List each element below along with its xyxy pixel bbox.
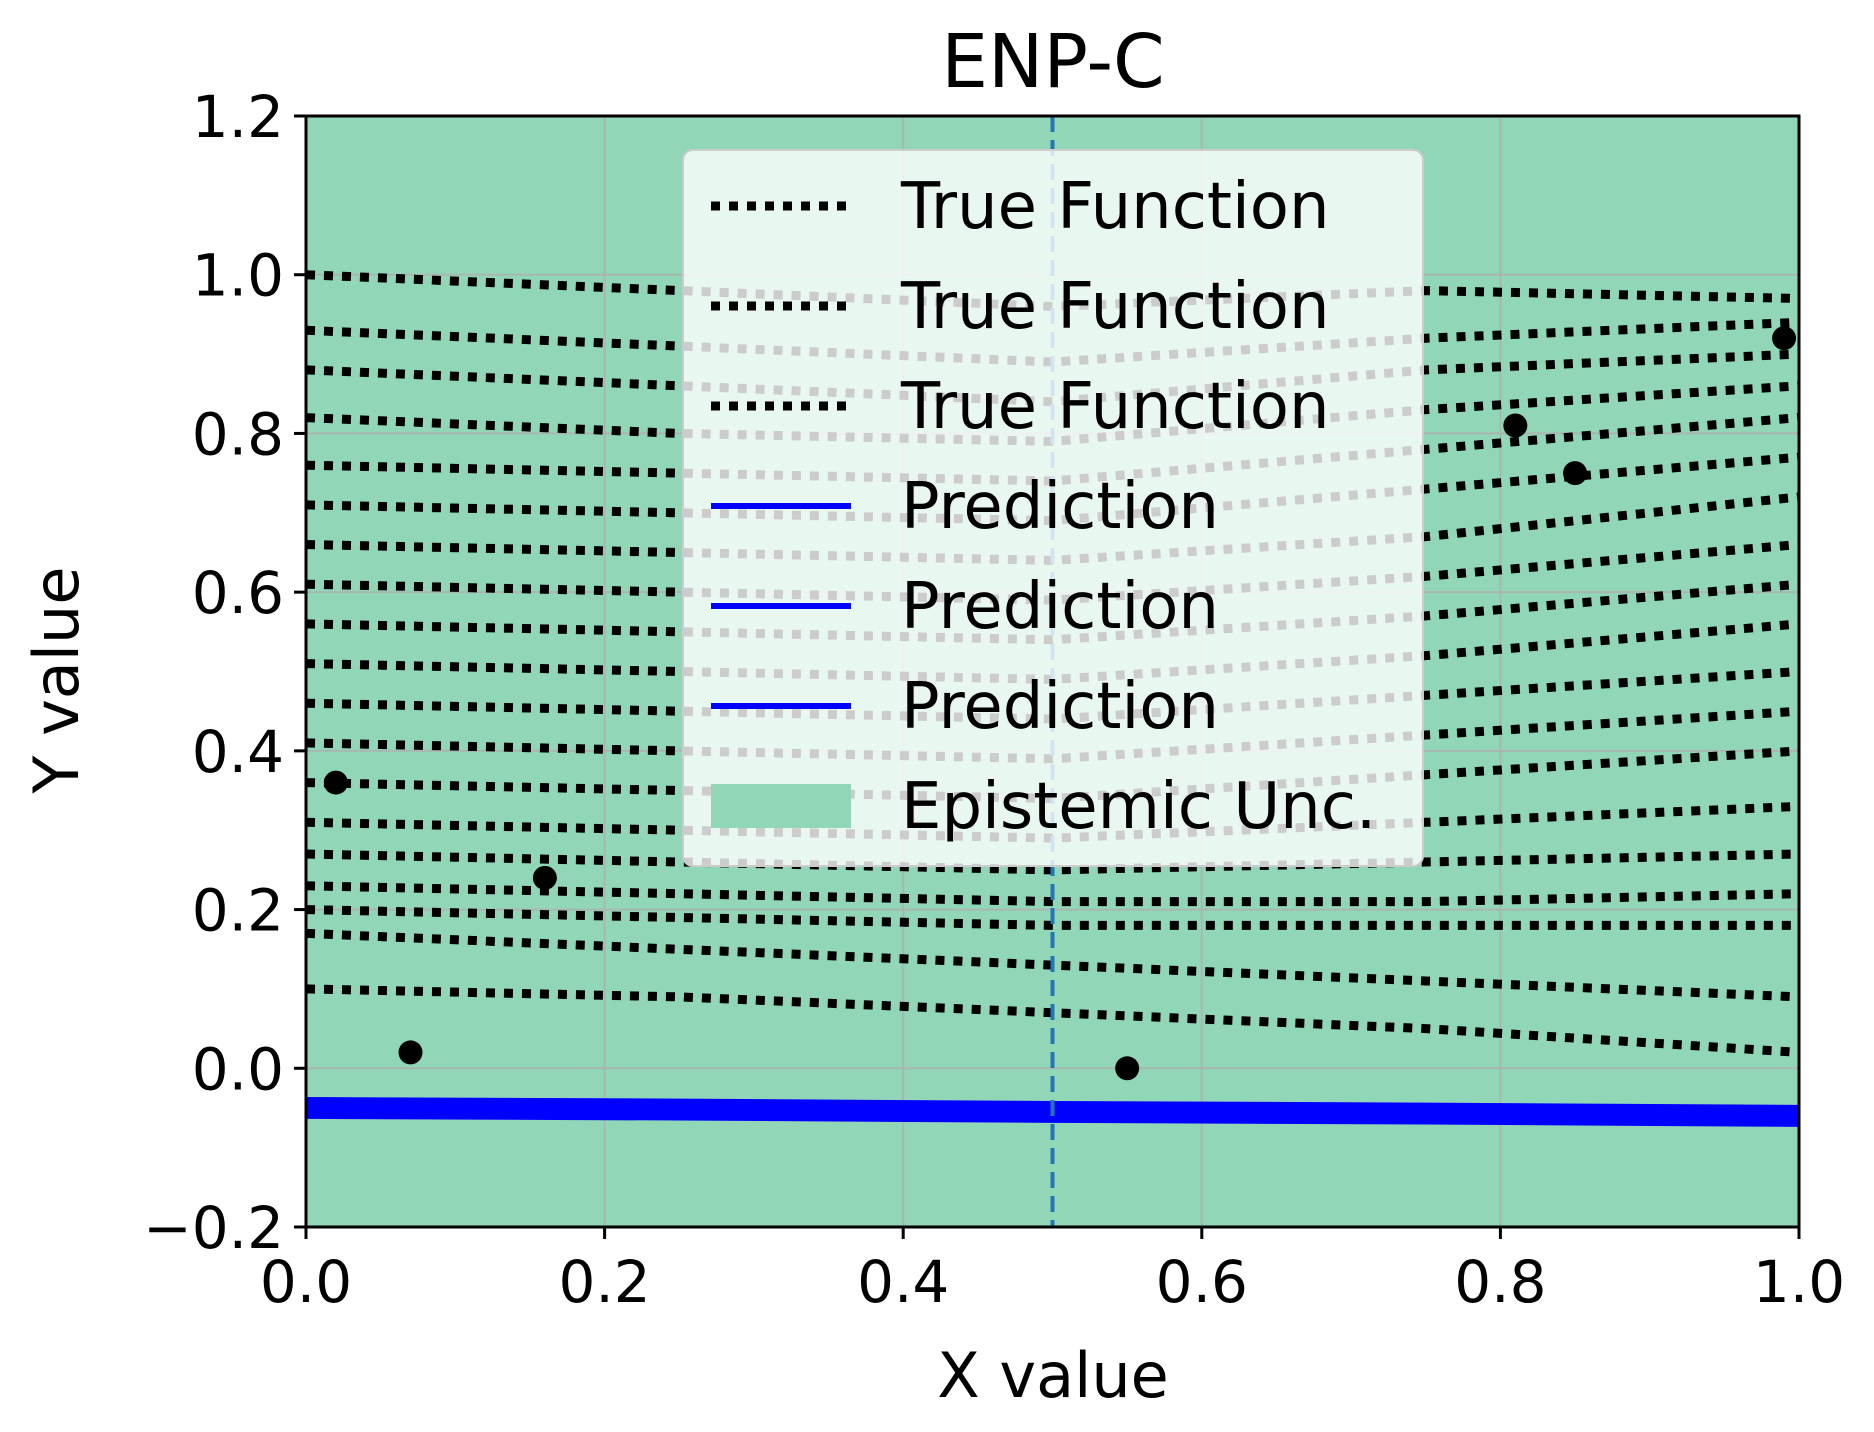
y-tick-label: −0.2 bbox=[143, 1194, 284, 1262]
x-tick-label: 0.2 bbox=[558, 1248, 650, 1316]
context-point bbox=[1772, 326, 1797, 351]
x-tick-label: 1.0 bbox=[1753, 1248, 1845, 1316]
true-function-line bbox=[305, 928, 1800, 1002]
context-point bbox=[398, 1040, 423, 1065]
legend-label: True Function bbox=[900, 270, 1330, 344]
x-tick-label: 0.0 bbox=[260, 1248, 352, 1316]
x-tick-label: 0.8 bbox=[1454, 1248, 1546, 1316]
true-function-line bbox=[305, 881, 1800, 907]
y-tick-label: 0.4 bbox=[192, 718, 284, 786]
true-function-line bbox=[305, 270, 1800, 312]
legend-label: Prediction bbox=[901, 470, 1219, 544]
y-tick-label: 0.0 bbox=[192, 1035, 284, 1103]
y-axis-label: Y value bbox=[20, 567, 93, 795]
chart-title: ENP-C bbox=[941, 19, 1164, 105]
y-tick-label: 1.2 bbox=[192, 83, 284, 151]
true-function-line bbox=[305, 317, 1800, 367]
x-tick-label: 0.4 bbox=[857, 1248, 949, 1316]
context-point bbox=[1503, 413, 1528, 438]
legend-label: True Function bbox=[900, 370, 1330, 444]
legend-box bbox=[682, 149, 1424, 867]
context-point bbox=[323, 770, 348, 795]
y-tick-label: 0.8 bbox=[192, 400, 284, 468]
context-point bbox=[1115, 1056, 1140, 1081]
context-point bbox=[532, 865, 557, 890]
legend-label: True Function bbox=[900, 170, 1330, 244]
context-point bbox=[1563, 461, 1588, 486]
legend-handle-uncertainty bbox=[711, 784, 851, 828]
y-tick-label: 1.0 bbox=[192, 242, 284, 310]
plot-frame bbox=[304, 114, 1801, 1229]
y-tick-label: 0.6 bbox=[192, 559, 284, 627]
true-function-line bbox=[305, 349, 1800, 407]
true-function-line bbox=[305, 905, 1799, 930]
x-tick-label: 0.6 bbox=[1156, 1248, 1248, 1316]
y-tick-label: 0.2 bbox=[192, 877, 284, 945]
legend-label: Epistemic Unc. bbox=[901, 770, 1376, 844]
legend-label: Prediction bbox=[901, 670, 1219, 744]
legend-label: Prediction bbox=[901, 570, 1219, 644]
x-axis-label: X value bbox=[937, 1339, 1169, 1412]
